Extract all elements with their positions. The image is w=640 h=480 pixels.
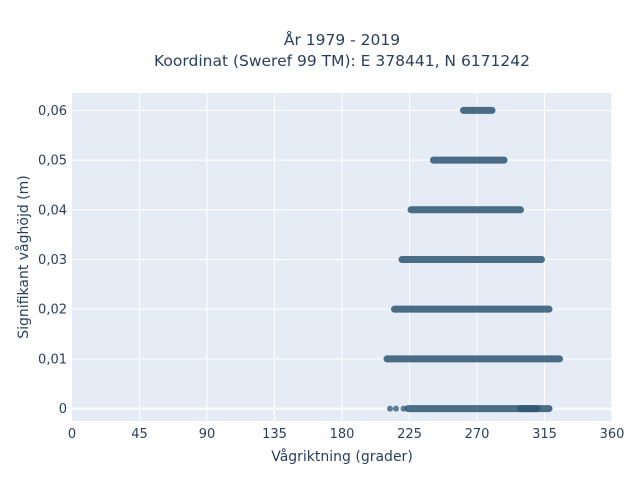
x-tick-label: 45 xyxy=(131,427,148,442)
x-tick-label: 225 xyxy=(397,427,422,442)
chart-title-line2: Koordinat (Sweref 99 TM): E 378441, N 61… xyxy=(154,52,530,70)
data-points xyxy=(383,106,563,413)
x-tick-label: 315 xyxy=(532,427,557,442)
y-tick-label: 0,02 xyxy=(38,303,67,318)
data-point xyxy=(393,405,399,412)
x-axis-label: Vågriktning (grader) xyxy=(271,448,413,465)
x-tick-label: 180 xyxy=(330,427,355,442)
chart-title-line1: År 1979 - 2019 xyxy=(284,30,400,49)
x-tick-label: 360 xyxy=(600,427,625,442)
y-tick-label: 0,01 xyxy=(38,352,67,367)
data-point xyxy=(387,405,393,412)
y-tick-label: 0,03 xyxy=(38,253,67,268)
x-tick-label: 0 xyxy=(68,427,76,442)
y-tick-label: 0,06 xyxy=(38,104,67,119)
y-tick-label: 0,04 xyxy=(38,203,67,218)
y-axis-label: Signifikant våghöjd (m) xyxy=(15,175,32,338)
x-tick-label: 270 xyxy=(465,427,490,442)
data-point xyxy=(400,405,407,412)
x-tick-label: 135 xyxy=(262,427,287,442)
y-tick-label: 0,05 xyxy=(38,154,67,169)
x-tick-label: 90 xyxy=(199,427,216,442)
y-tick-labels: 0 0,01 0,02 0,03 0,04 0,05 0,06 xyxy=(38,104,67,417)
y-tick-label: 0 xyxy=(59,402,67,417)
x-tick-labels: 0 45 90 135 180 225 270 315 360 xyxy=(68,427,625,442)
